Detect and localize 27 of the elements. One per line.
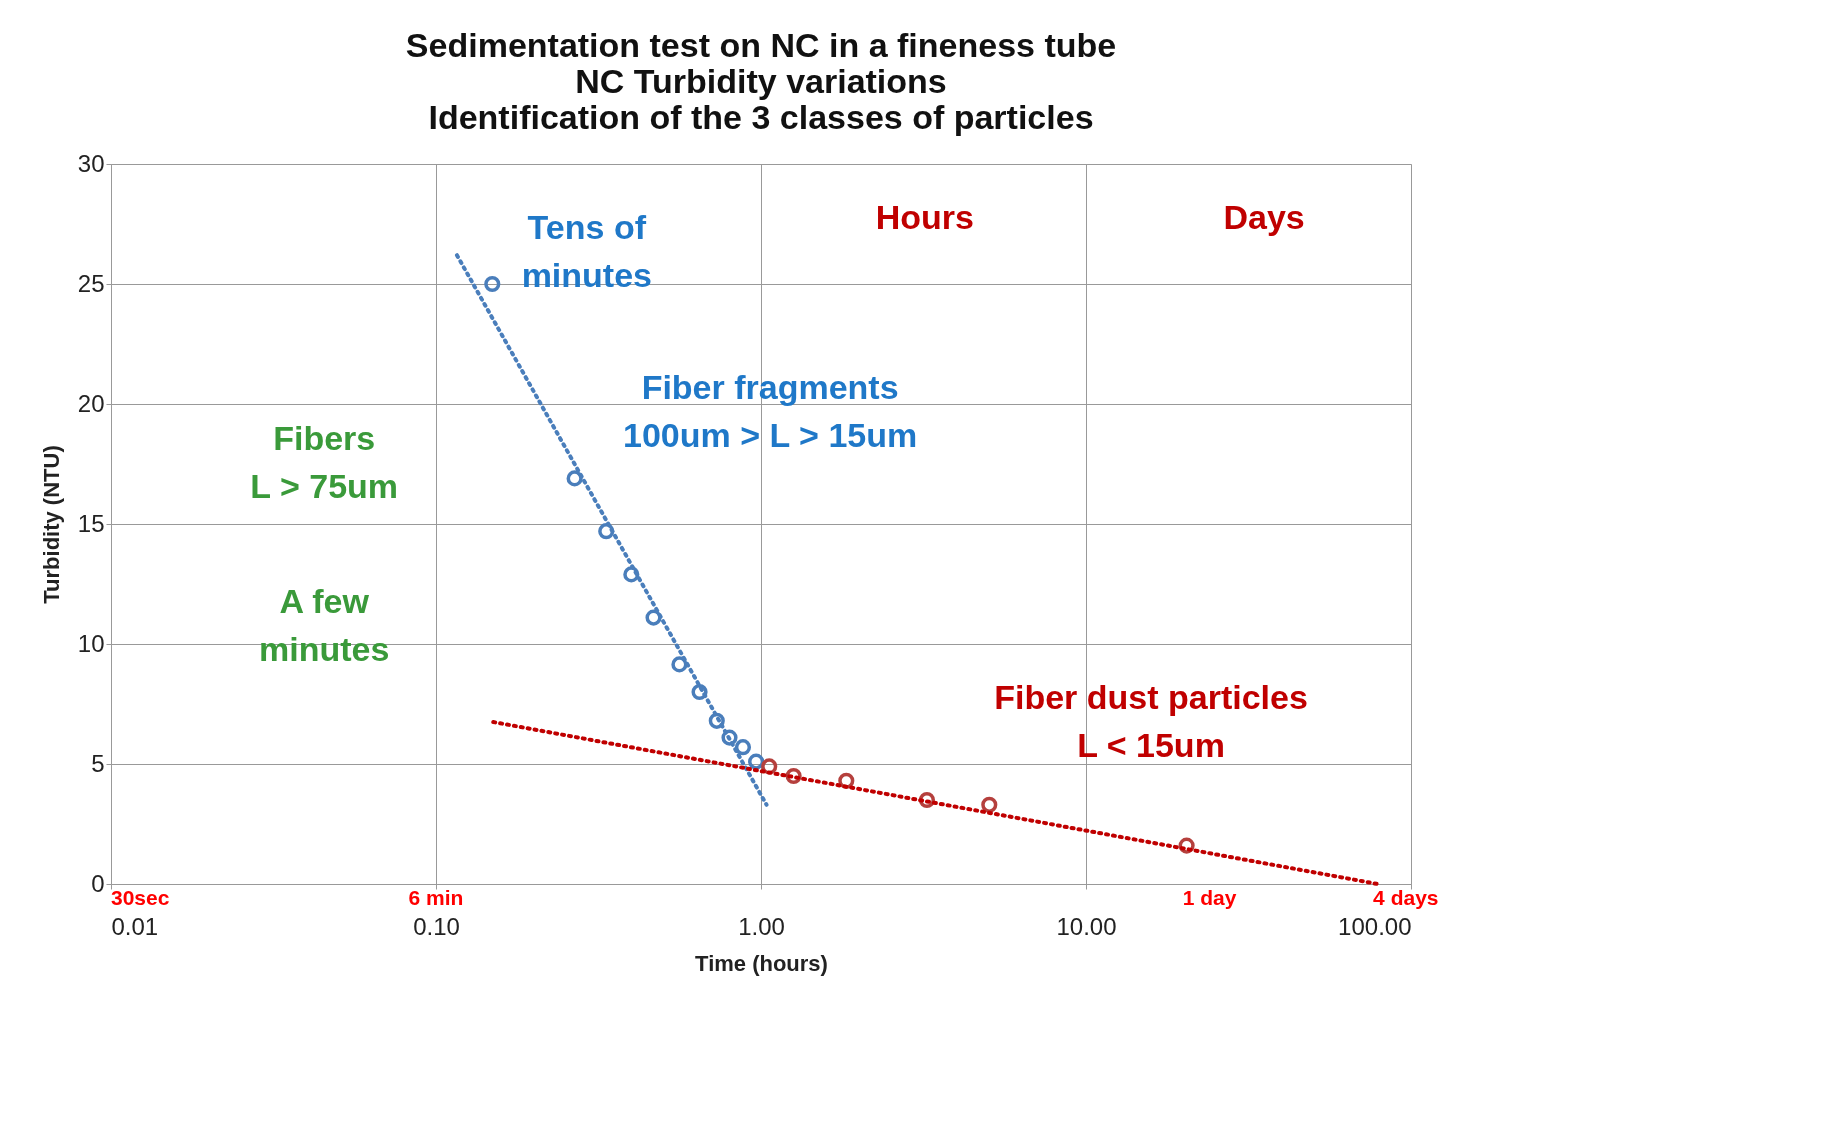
text: Sedimentation test on NC in a fineness tube <box>405 26 1117 64</box>
y-tick-label: 5 <box>91 749 105 777</box>
y-tick-label: 15 <box>77 509 105 537</box>
y-tick-label: 20 <box>77 389 105 417</box>
x-tick-label: 10.00 <box>1056 912 1117 940</box>
text: 6 min <box>408 885 464 909</box>
y-tick-label: 0 <box>91 869 105 897</box>
annotation: Fibers L > 75um <box>250 418 399 505</box>
text: 4 days <box>1373 885 1439 909</box>
annotation: Days <box>1223 198 1305 237</box>
annotation: Hours <box>875 198 974 237</box>
x-tick-label: 0.10 <box>413 912 460 940</box>
x-tick-label: 0.01 <box>111 912 159 940</box>
annotation: Fiber fragments 100um > L > 15um <box>623 368 918 455</box>
text: NC Turbidity variations <box>575 62 947 100</box>
annotation: A few minutes <box>259 582 390 669</box>
text: 30sec <box>111 885 170 909</box>
x-tick-label: 1.00 <box>738 912 785 940</box>
y-tick-label: 10 <box>77 629 105 657</box>
x-axis-title: Time (hours) <box>695 950 828 976</box>
y-tick-label: 30 <box>77 149 105 177</box>
text: 1 day <box>1182 885 1237 909</box>
x-tick-label: 100.00 <box>1338 912 1412 940</box>
y-tick-label: 25 <box>77 269 105 297</box>
y-axis-title: Turbidity (NTU) <box>38 445 64 604</box>
annotation: Tens of minutes <box>521 207 652 294</box>
annotation: Fiber dust particles L < 15um <box>994 677 1308 764</box>
